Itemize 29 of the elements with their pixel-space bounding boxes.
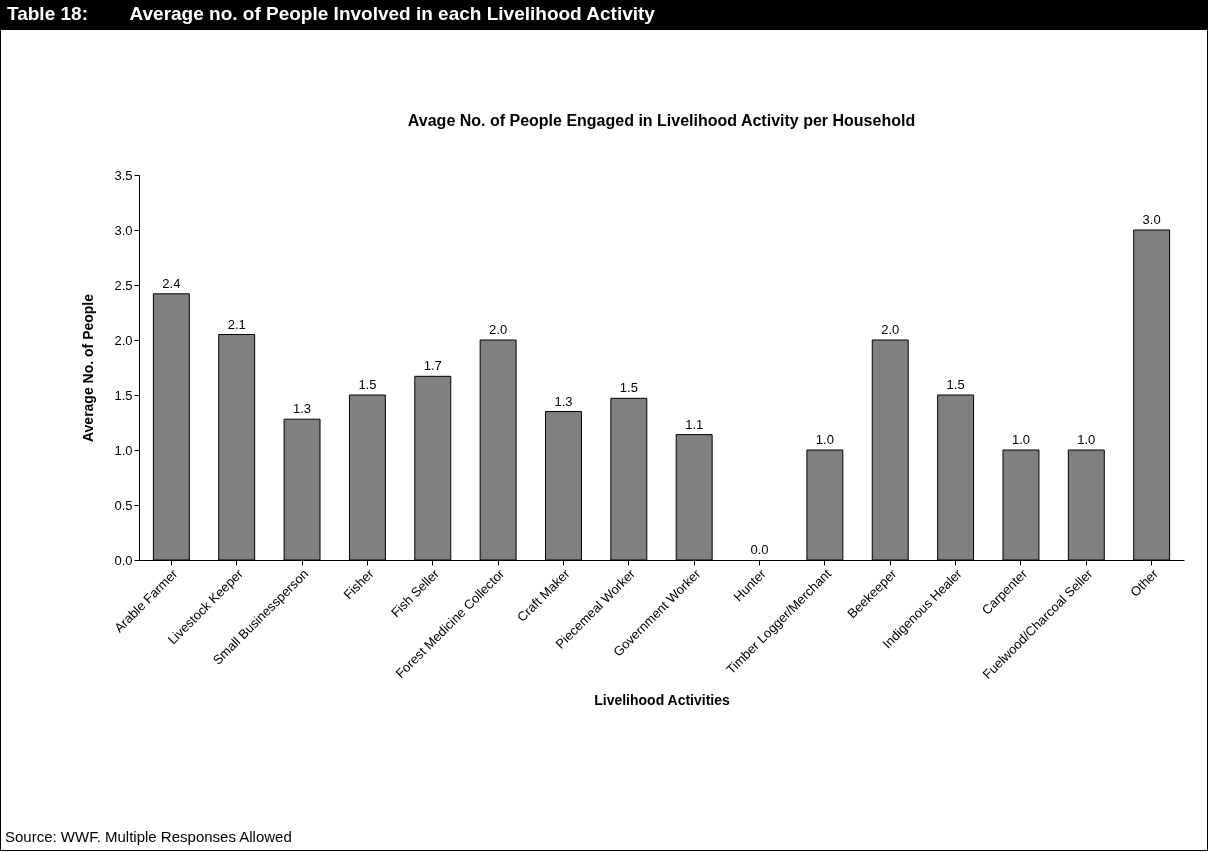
data-label: 1.1 — [685, 416, 704, 432]
source-note: Source: WWF. Multiple Responses Allowed — [5, 828, 292, 845]
data-label: 2.0 — [489, 322, 508, 337]
y-tick-label: 0.5 — [114, 497, 133, 513]
data-label: 1.0 — [815, 432, 834, 447]
y-tick-label: 2.5 — [114, 277, 133, 293]
data-label: 1.3 — [554, 393, 573, 409]
data-label: 2.4 — [162, 275, 181, 291]
chart-title: Table 18: Average no. of People Involved in each Livelihood Activity — [1, 0, 1207, 30]
y-tick-label: 2.0 — [114, 332, 133, 348]
y-tick-label: 0.0 — [114, 552, 133, 568]
data-label: 3.0 — [1142, 212, 1161, 227]
data-label: 1.5 — [358, 377, 377, 392]
data-label: 1.5 — [619, 380, 638, 396]
data-label: 1.0 — [1077, 432, 1096, 447]
chart-subtitle: Avage No. of People Engaged in Livelihood Activity per Household — [407, 112, 916, 129]
data-label: 1.3 — [293, 401, 312, 417]
data-label: 2.0 — [881, 322, 900, 337]
y-axis-title: Average No. of People — [80, 293, 97, 443]
y-tick-label: 3.0 — [114, 222, 133, 238]
data-label: 1.0 — [1011, 432, 1030, 447]
y-tick-label: 3.5 — [114, 167, 133, 183]
data-label: 1.5 — [946, 377, 965, 392]
y-tick-label: 1.5 — [114, 387, 133, 403]
data-label: 0.0 — [750, 542, 769, 557]
x-axis-title: Livelihood Activities — [594, 691, 731, 708]
y-tick-label: 1.0 — [114, 442, 133, 458]
data-label: 1.7 — [423, 358, 442, 374]
data-label: 2.1 — [227, 316, 246, 332]
